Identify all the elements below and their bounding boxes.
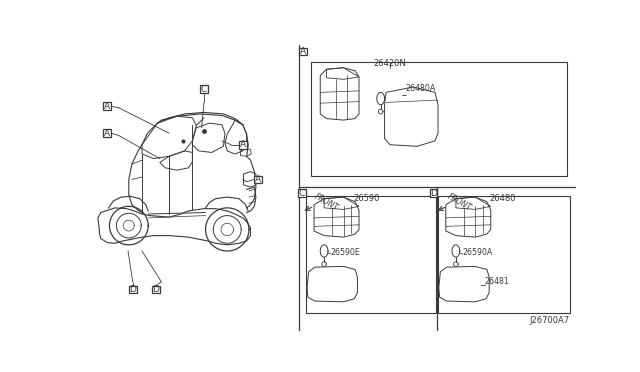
Text: A: A <box>104 129 110 138</box>
Text: A: A <box>300 47 307 56</box>
Text: 26590: 26590 <box>353 194 380 203</box>
Text: FRONT: FRONT <box>446 192 473 213</box>
Text: A: A <box>240 140 246 149</box>
Bar <box>103 102 111 110</box>
Text: D: D <box>430 189 437 198</box>
Bar <box>239 141 246 148</box>
Text: 26480A: 26480A <box>406 84 436 93</box>
Text: C: C <box>201 85 207 94</box>
Text: 26420N: 26420N <box>374 58 406 67</box>
Bar <box>305 196 436 312</box>
Text: D: D <box>129 285 136 294</box>
Text: C: C <box>298 189 305 198</box>
Text: J26700A7: J26700A7 <box>530 316 570 325</box>
Bar <box>152 286 160 294</box>
Text: A: A <box>104 102 110 111</box>
Text: 26481: 26481 <box>484 277 509 286</box>
Bar <box>438 196 570 312</box>
Bar <box>429 189 437 197</box>
Bar <box>103 129 111 137</box>
Bar <box>298 189 305 197</box>
Bar <box>129 286 136 294</box>
Bar <box>200 86 208 93</box>
Text: 26590E: 26590E <box>330 248 360 257</box>
Bar <box>300 48 307 55</box>
Bar <box>254 176 262 183</box>
Text: A: A <box>255 175 261 184</box>
Text: D: D <box>152 285 159 294</box>
Text: FRONT: FRONT <box>312 192 339 213</box>
Text: 26480: 26480 <box>489 194 516 203</box>
Text: 26590A: 26590A <box>462 248 492 257</box>
Bar <box>311 62 566 176</box>
